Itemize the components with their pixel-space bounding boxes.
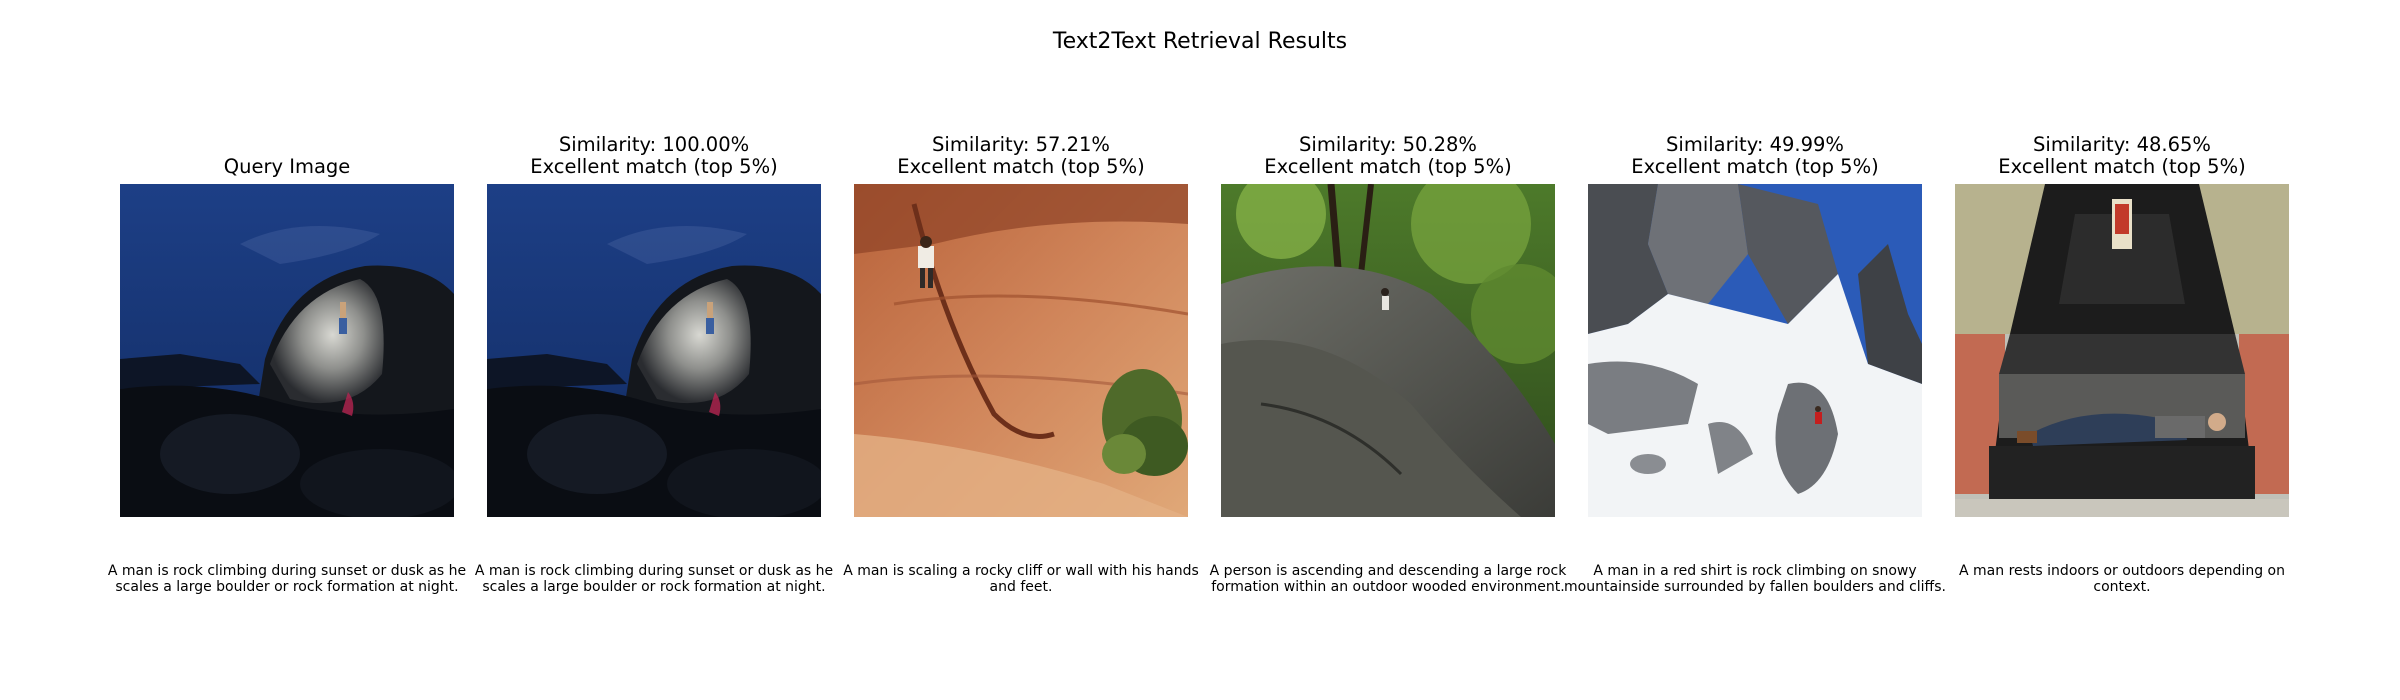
result-panel-1: Similarity: 100.00% Excellent match (top… [475, 0, 833, 700]
match-quality-label: Excellent match (top 5%) [1631, 155, 1879, 178]
result-panel-4: Similarity: 49.99% Excellent match (top … [1564, 0, 1946, 700]
panel-caption: A man is scaling a rocky cliff or wall w… [843, 563, 1199, 595]
panel-caption: A man in a red shirt is rock climbing on… [1564, 563, 1946, 595]
panel-title: Similarity: 49.99% Excellent match (top … [1558, 134, 1952, 178]
result-image [1221, 184, 1555, 517]
query-panel: Query Image [108, 0, 466, 700]
match-quality-label: Excellent match (top 5%) [530, 155, 778, 178]
result-image [487, 184, 821, 517]
panel-caption: A man is rock climbing during sunset or … [474, 563, 834, 595]
panel-title: Similarity: 50.28% Excellent match (top … [1191, 134, 1585, 178]
match-quality-label: Excellent match (top 5%) [897, 155, 1145, 178]
panel-caption: A person is ascending and descending a l… [1209, 563, 1567, 595]
result-image [854, 184, 1188, 517]
similarity-score: Similarity: 50.28% [1299, 133, 1477, 156]
result-panel-2: Similarity: 57.21% Excellent match (top … [843, 0, 1199, 700]
result-panel-5: Similarity: 48.65% Excellent match (top … [1955, 0, 2289, 700]
panel-title: Query Image [90, 156, 484, 178]
result-image [1588, 184, 1922, 517]
panel-title: Similarity: 57.21% Excellent match (top … [824, 134, 1218, 178]
panel-title-line: Query Image [223, 155, 351, 178]
similarity-score: Similarity: 48.65% [2033, 133, 2211, 156]
panel-caption: A man is rock climbing during sunset or … [107, 563, 467, 595]
similarity-score: Similarity: 49.99% [1666, 133, 1844, 156]
match-quality-label: Excellent match (top 5%) [1264, 155, 1512, 178]
panel-title: Similarity: 100.00% Excellent match (top… [457, 134, 851, 178]
match-quality-label: Excellent match (top 5%) [1998, 155, 2246, 178]
similarity-score: Similarity: 100.00% [558, 133, 750, 156]
panel-title: Similarity: 48.65% Excellent match (top … [1925, 134, 2319, 178]
figure-title: Text2Text Retrieval Results [1052, 29, 1348, 54]
query-image [120, 184, 454, 517]
result-panel-3: Similarity: 50.28% Excellent match (top … [1210, 0, 1567, 700]
similarity-score: Similarity: 57.21% [932, 133, 1110, 156]
result-image [1955, 184, 2289, 517]
panel-caption: A man rests indoors or outdoors dependin… [1959, 563, 2285, 595]
